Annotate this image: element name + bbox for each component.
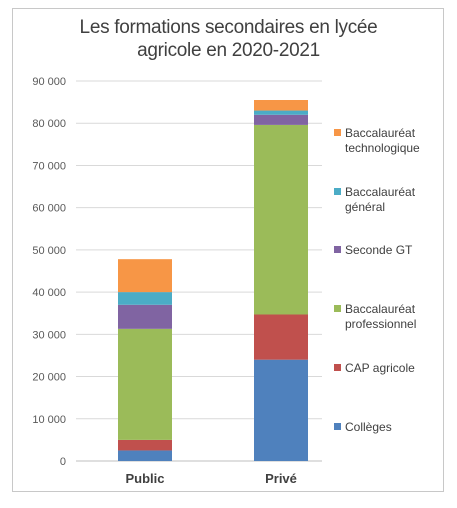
legend-label: Seconde GT	[345, 243, 413, 257]
chart-title-line-1: Les formations secondaires en lycée	[79, 17, 378, 38]
x-tick-label: Public	[125, 471, 164, 486]
bar-segment-privé-baccalauréat-général	[254, 110, 308, 115]
bar-segment-public-cap-agricole	[118, 439, 172, 451]
legend-label: CAP agricole	[345, 361, 415, 375]
bar-segment-privé-baccalauréat-technologique	[254, 100, 308, 111]
bar-segment-public-baccalauréat-technologique	[118, 259, 172, 293]
legend-label: Baccalauréat	[345, 126, 416, 140]
legend-marker	[334, 129, 341, 136]
legend-label: Baccalauréat	[345, 185, 416, 199]
x-axis-tick-labels: Public Privé	[125, 471, 296, 486]
bar-segment-public-baccalauréat-professionnel	[118, 328, 172, 440]
legend-marker	[334, 364, 341, 371]
y-axis-tick-labels: 0 10 000 20 000 30 000 40 000 50 000 60 000 70 …	[32, 76, 66, 468]
x-tick-label: Privé	[265, 471, 297, 486]
bar-segment-public-collèges	[118, 450, 172, 461]
bar-segment-privé-baccalauréat-professionnel	[254, 124, 308, 315]
y-tick-label: 80 000	[32, 118, 66, 130]
bar-segment-privé-collèges	[254, 359, 308, 461]
y-tick-label: 0	[60, 456, 66, 468]
bar-segment-public-seconde-gt	[118, 304, 172, 329]
legend-label: technologique	[345, 141, 420, 155]
legend: BaccalauréattechnologiqueBaccalauréatgén…	[334, 126, 420, 434]
legend-marker	[334, 423, 341, 430]
y-tick-label: 20 000	[32, 372, 66, 384]
legend-label: professionnel	[345, 317, 416, 331]
legend-label: général	[345, 200, 385, 214]
chart-title-line-2: agricole en 2020-2021	[137, 40, 320, 61]
legend-label: Baccalauréat	[345, 302, 416, 316]
legend-marker	[334, 305, 341, 312]
y-tick-label: 60 000	[32, 203, 66, 215]
legend-label: Collèges	[345, 420, 392, 434]
legend-marker	[334, 246, 341, 253]
y-tick-label: 30 000	[32, 329, 66, 341]
y-tick-label: 40 000	[32, 287, 66, 299]
bar-segment-privé-seconde-gt	[254, 114, 308, 125]
bar-segment-public-baccalauréat-général	[118, 292, 172, 305]
bar-segment-privé-cap-agricole	[254, 314, 308, 360]
bars	[118, 100, 308, 461]
legend-marker	[334, 188, 341, 195]
y-tick-label: 10 000	[32, 414, 66, 426]
y-tick-label: 70 000	[32, 160, 66, 172]
y-tick-label: 50 000	[32, 245, 66, 257]
y-tick-label: 90 000	[32, 76, 66, 88]
